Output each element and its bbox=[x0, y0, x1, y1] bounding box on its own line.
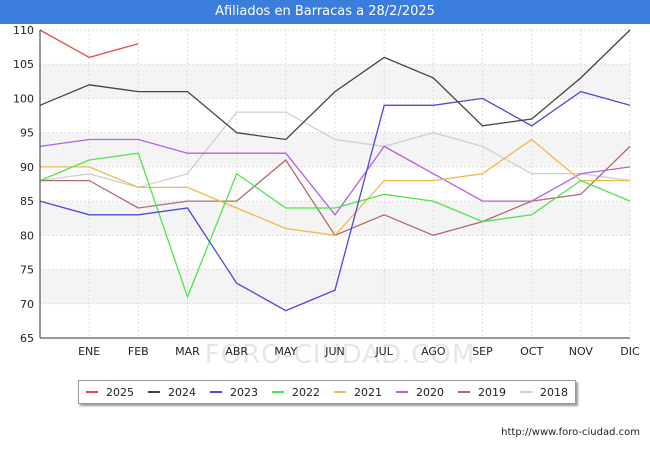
y-tick-labels: 65 70 75 80 85 90 95 100 105 110 bbox=[13, 24, 34, 345]
legend-item-2024: 2024 bbox=[148, 386, 196, 399]
series-line-2020 bbox=[39, 138, 631, 216]
legend-label: 2023 bbox=[230, 385, 258, 399]
gridlines bbox=[40, 29, 631, 339]
y-tick-label: 85 bbox=[20, 195, 34, 208]
x-tick-label: MAY bbox=[274, 345, 297, 358]
series-line-2021 bbox=[40, 138, 630, 236]
legend-item-2021: 2021 bbox=[334, 386, 382, 399]
legend-swatch bbox=[334, 391, 346, 393]
legend-label: 2024 bbox=[168, 385, 196, 399]
y-tick-label: 65 bbox=[20, 332, 34, 345]
legend-label: 2021 bbox=[354, 385, 382, 399]
y-tick-label: 90 bbox=[20, 161, 34, 174]
x-tick-label: OCT bbox=[520, 345, 543, 358]
legend-item-2019: 2019 bbox=[458, 386, 506, 399]
y-tick-label: 100 bbox=[13, 92, 34, 105]
x-tick-label: ABR bbox=[225, 345, 248, 358]
y-tick-label: 105 bbox=[13, 58, 34, 71]
watermark: FORO-CIUDAD.COM bbox=[205, 340, 476, 370]
legend-item-2023: 2023 bbox=[210, 386, 258, 399]
legend-label: 2020 bbox=[416, 385, 444, 399]
y-tick-label: 110 bbox=[13, 24, 34, 37]
series-line-2025 bbox=[39, 29, 139, 59]
legend-item-2025: 2025 bbox=[86, 386, 134, 399]
legend-label: 2019 bbox=[478, 385, 506, 399]
legend-item-2018: 2018 bbox=[520, 386, 568, 399]
y-tick-label: 80 bbox=[20, 229, 34, 242]
legend-swatch bbox=[458, 391, 470, 393]
legend-label: 2025 bbox=[106, 385, 134, 399]
y-tick-label: 70 bbox=[20, 298, 34, 311]
legend-swatch bbox=[148, 391, 160, 393]
plot-band bbox=[40, 303, 630, 338]
x-tick-label: AGO bbox=[421, 345, 446, 358]
legend: 2025 2024 2023 2022 2021 2020 2019 2018 bbox=[78, 380, 576, 404]
legend-label: 2022 bbox=[292, 385, 320, 399]
legend-swatch bbox=[520, 391, 532, 393]
x-tick-label: JUL bbox=[374, 345, 393, 358]
plot-band bbox=[40, 235, 630, 270]
y-tick-label: 95 bbox=[20, 127, 34, 140]
legend-swatch bbox=[272, 391, 284, 393]
legend-swatch bbox=[210, 391, 222, 393]
x-tick-label: ENE bbox=[78, 345, 100, 358]
legend-label: 2018 bbox=[540, 385, 568, 399]
y-tick-label: 75 bbox=[20, 264, 34, 277]
series-line-2023 bbox=[39, 90, 631, 312]
plot-band bbox=[40, 132, 630, 167]
axes bbox=[39, 30, 630, 339]
series-line-2022 bbox=[39, 152, 631, 299]
x-tick-label: NOV bbox=[569, 345, 594, 358]
x-tick-label: FEB bbox=[128, 345, 149, 358]
legend-swatch bbox=[86, 391, 98, 393]
x-tick-label: JUN bbox=[324, 345, 345, 358]
chart-title: Afiliados en Barracas a 28/2/2025 bbox=[0, 0, 650, 24]
legend-swatch bbox=[396, 391, 408, 393]
legend-item-2020: 2020 bbox=[396, 386, 444, 399]
footer-url: http://www.foro-ciudad.com bbox=[501, 427, 640, 438]
series-lines bbox=[39, 29, 631, 312]
series-line-2024 bbox=[39, 29, 631, 141]
legend-item-2022: 2022 bbox=[272, 386, 320, 399]
x-tick-label: DIC bbox=[620, 345, 640, 358]
x-tick-label: MAR bbox=[175, 345, 200, 358]
x-tick-label: SEP bbox=[472, 345, 493, 358]
x-tick-labels: ENE FEB MAR ABR MAY JUN JUL AGO SEP OCT NOV DIC bbox=[78, 345, 640, 358]
plot-band bbox=[40, 64, 630, 99]
